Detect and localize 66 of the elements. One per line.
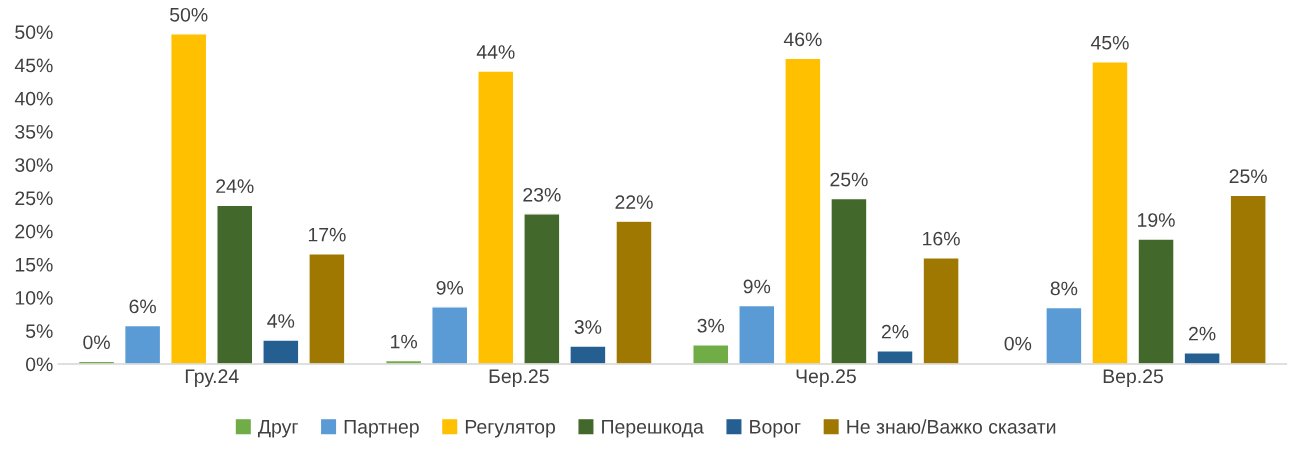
data-label: 6% — [129, 299, 156, 314]
data-label: 0% — [83, 335, 110, 350]
bar — [830, 197, 868, 364]
y-tick-label: 15% — [15, 257, 53, 272]
x-tick-label: Чер.25 — [796, 369, 856, 387]
data-label: 23% — [523, 187, 561, 202]
bar — [123, 324, 162, 364]
data-label: 4% — [267, 314, 295, 328]
bar — [523, 213, 561, 364]
bar — [692, 344, 730, 364]
bar — [216, 204, 254, 364]
bar — [431, 306, 469, 364]
bar — [262, 339, 300, 364]
x-tick-label: Бер.25 — [489, 369, 549, 387]
bar — [477, 70, 515, 364]
legend-label: Перешкода — [602, 420, 704, 438]
legend-label: Не знаю/Важко сказати — [847, 419, 1056, 434]
legend-label: Партнер — [344, 420, 419, 438]
bar — [876, 350, 914, 364]
y-tick-label: 35% — [15, 124, 53, 139]
legend-label: Друг — [258, 420, 298, 438]
data-label: 19% — [1138, 213, 1175, 227]
bar — [922, 257, 960, 364]
data-label: 2% — [1189, 326, 1216, 341]
x-tick-label: Гру.24 — [185, 369, 239, 387]
bar — [784, 57, 822, 364]
data-label: 9% — [743, 279, 771, 294]
y-tick-label: 50% — [15, 25, 53, 40]
y-tick-label: 5% — [26, 324, 53, 339]
bar — [569, 345, 607, 364]
bar — [1091, 61, 1129, 364]
bar — [1137, 238, 1175, 364]
x-tick-label: Вер.25 — [1103, 369, 1163, 387]
data-label: 24% — [216, 179, 254, 193]
y-tick-label: 30% — [15, 158, 53, 172]
data-label: 8% — [1050, 281, 1078, 296]
y-tick-label: 45% — [14, 58, 53, 73]
data-label: 16% — [923, 231, 960, 246]
y-tick-label: 10% — [15, 291, 53, 305]
data-label: 3% — [697, 318, 725, 333]
y-tick-label: 20% — [15, 224, 53, 239]
bar — [738, 304, 776, 364]
y-tick-label: 40% — [14, 91, 53, 106]
legend-label: Регулятор — [465, 420, 556, 438]
data-label: 44% — [476, 45, 515, 59]
bar — [308, 253, 346, 364]
data-label: 1% — [391, 334, 418, 349]
y-tick-label: 25% — [15, 191, 53, 206]
bar — [1045, 306, 1083, 364]
data-label: 17% — [308, 227, 346, 242]
bar — [1183, 352, 1221, 364]
bar — [1229, 194, 1267, 364]
data-label: 0% — [1004, 336, 1032, 351]
data-label: 45% — [1090, 35, 1129, 50]
data-label: 46% — [783, 32, 822, 47]
data-label: 9% — [436, 280, 464, 295]
data-label: 25% — [830, 172, 868, 187]
data-label: 22% — [615, 195, 653, 209]
data-label: 50% — [170, 7, 208, 22]
y-tick-label: 0% — [25, 357, 53, 372]
data-label: 25% — [1229, 169, 1267, 184]
bar — [170, 33, 208, 364]
legend-label: Ворог — [750, 420, 801, 438]
bar — [615, 220, 653, 364]
data-label: 3% — [574, 320, 602, 334]
data-label: 2% — [881, 324, 909, 339]
